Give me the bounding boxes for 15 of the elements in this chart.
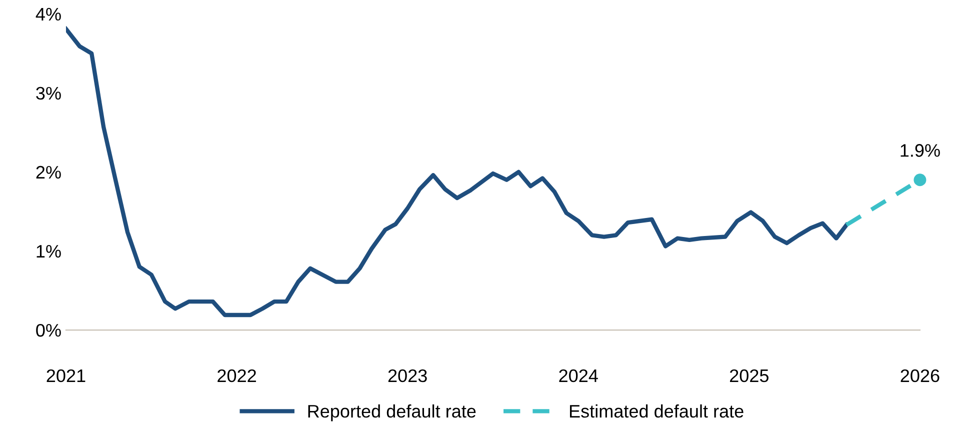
line-series xyxy=(66,26,849,318)
legend-label: Estimated default rate xyxy=(570,404,744,418)
x-tick-label: 2023 xyxy=(388,369,427,382)
annotation: 1.9% xyxy=(900,144,940,157)
x-tick-label: 2021 xyxy=(46,369,86,382)
x-tick-label: 2024 xyxy=(559,369,598,382)
x-tick-label: 2022 xyxy=(218,369,256,382)
x-tick-label: 2026 xyxy=(900,369,940,382)
legend-label: Reported default rate xyxy=(308,404,476,422)
x-tick-label: 2025 xyxy=(730,369,768,382)
y-tick-label: 3% xyxy=(36,86,61,100)
y-tick-label: 1% xyxy=(36,244,61,258)
y-tick-label: 4% xyxy=(36,8,61,21)
y-tick-label: 2% xyxy=(36,166,61,179)
y-tick-label: 0% xyxy=(36,324,61,337)
